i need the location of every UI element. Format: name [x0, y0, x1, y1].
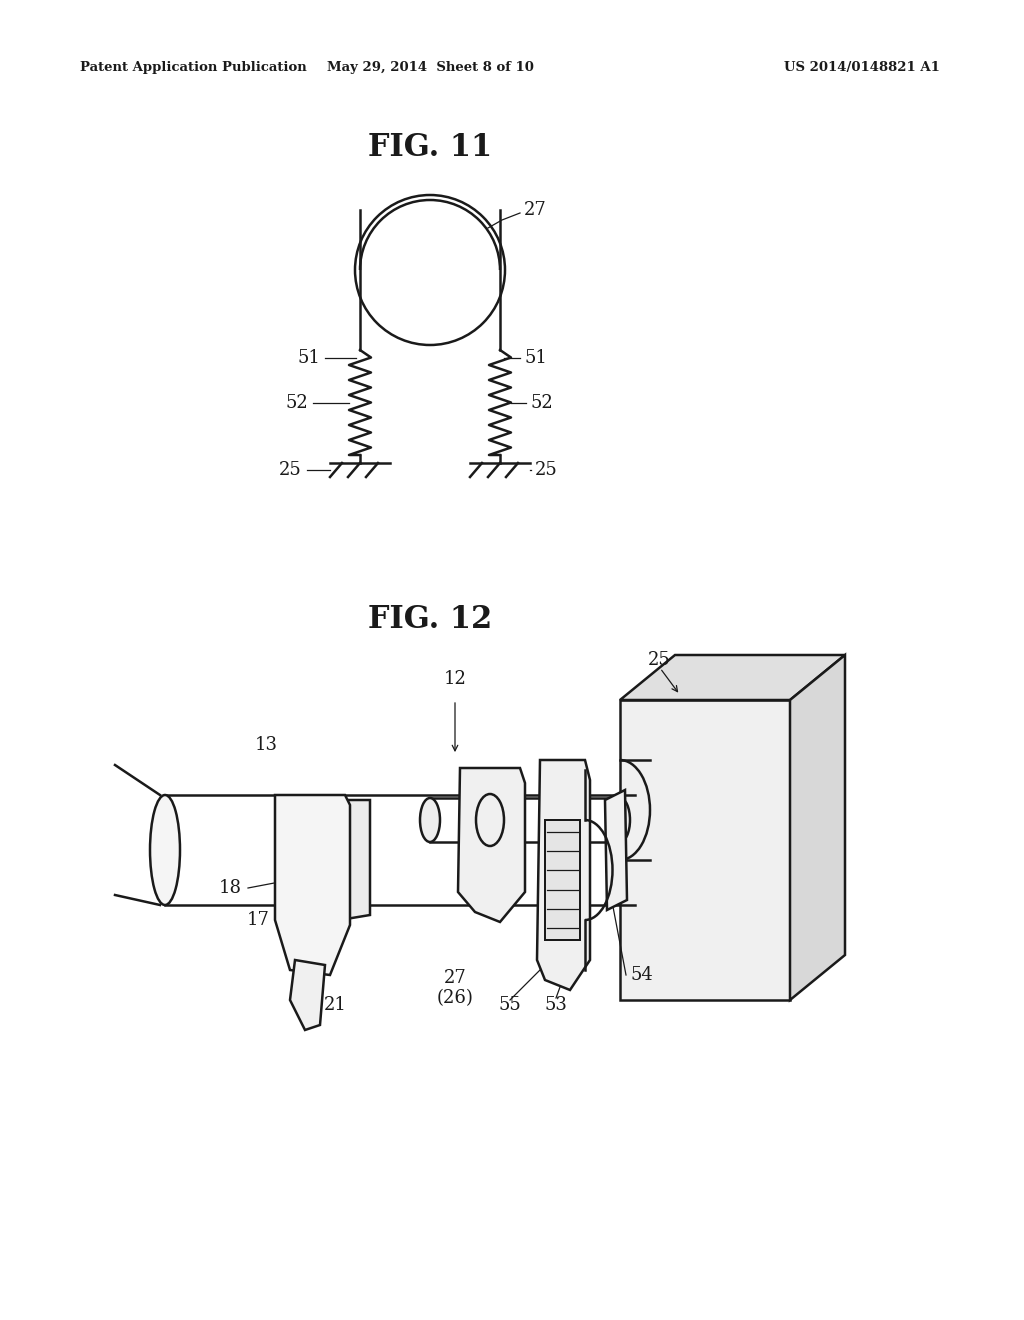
- Text: 25: 25: [648, 651, 671, 669]
- Text: 55: 55: [499, 997, 521, 1014]
- Polygon shape: [275, 795, 350, 975]
- Polygon shape: [620, 655, 845, 700]
- Polygon shape: [537, 760, 590, 990]
- Text: 17: 17: [247, 911, 270, 929]
- Polygon shape: [790, 655, 845, 1001]
- Ellipse shape: [610, 799, 630, 842]
- Text: 52: 52: [530, 393, 553, 412]
- Text: 12: 12: [443, 671, 467, 688]
- Text: 25: 25: [535, 461, 558, 479]
- Text: 13: 13: [255, 737, 278, 754]
- Text: 27: 27: [443, 969, 466, 987]
- Text: 18: 18: [219, 879, 242, 898]
- Text: May 29, 2014  Sheet 8 of 10: May 29, 2014 Sheet 8 of 10: [327, 62, 534, 74]
- Polygon shape: [290, 960, 325, 1030]
- Polygon shape: [458, 768, 525, 921]
- Text: 27: 27: [524, 201, 547, 219]
- Text: FIG. 11: FIG. 11: [368, 132, 493, 164]
- Text: 51: 51: [524, 348, 547, 367]
- Ellipse shape: [150, 795, 180, 906]
- Text: 54: 54: [630, 966, 652, 983]
- Ellipse shape: [420, 799, 440, 842]
- Polygon shape: [340, 800, 370, 920]
- Text: 25: 25: [280, 461, 302, 479]
- Text: Patent Application Publication: Patent Application Publication: [80, 62, 307, 74]
- Text: (26): (26): [436, 989, 473, 1007]
- Polygon shape: [545, 820, 580, 940]
- Polygon shape: [605, 789, 627, 909]
- Polygon shape: [620, 700, 790, 1001]
- Text: FIG. 12: FIG. 12: [368, 605, 493, 635]
- Text: US 2014/0148821 A1: US 2014/0148821 A1: [784, 62, 940, 74]
- Text: 51: 51: [297, 348, 319, 367]
- Text: 53: 53: [545, 997, 567, 1014]
- Text: 21: 21: [324, 997, 346, 1014]
- Text: 52: 52: [286, 393, 308, 412]
